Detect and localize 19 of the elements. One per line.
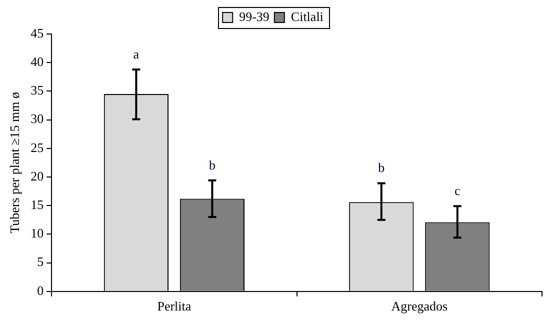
legend-label: 99-39 (239, 8, 270, 24)
annotation: b (208, 157, 216, 172)
y-tick-label: 10 (30, 226, 44, 241)
y-tick-label: 30 (30, 111, 44, 126)
y-tick-label: 5 (37, 254, 44, 270)
y-tick-label: 15 (30, 197, 44, 212)
legend-label: Citlali (290, 8, 324, 24)
annotation: a (133, 46, 140, 62)
y-tick-label: 25 (30, 140, 44, 155)
y-axis-title: Tubers per plant ≥15 mm ø (7, 92, 22, 234)
y-tick-label: 35 (30, 82, 44, 98)
y-tick-label: 45 (30, 25, 44, 40)
annotation: c (454, 183, 461, 198)
annotation: b (378, 160, 385, 176)
x-tick-label: Perlita (157, 298, 192, 314)
y-tick-label: 40 (30, 54, 44, 70)
x-tick-label: Agregados (391, 298, 448, 314)
y-tick-label: 0 (37, 282, 44, 298)
y-tick-label: 20 (30, 168, 44, 184)
